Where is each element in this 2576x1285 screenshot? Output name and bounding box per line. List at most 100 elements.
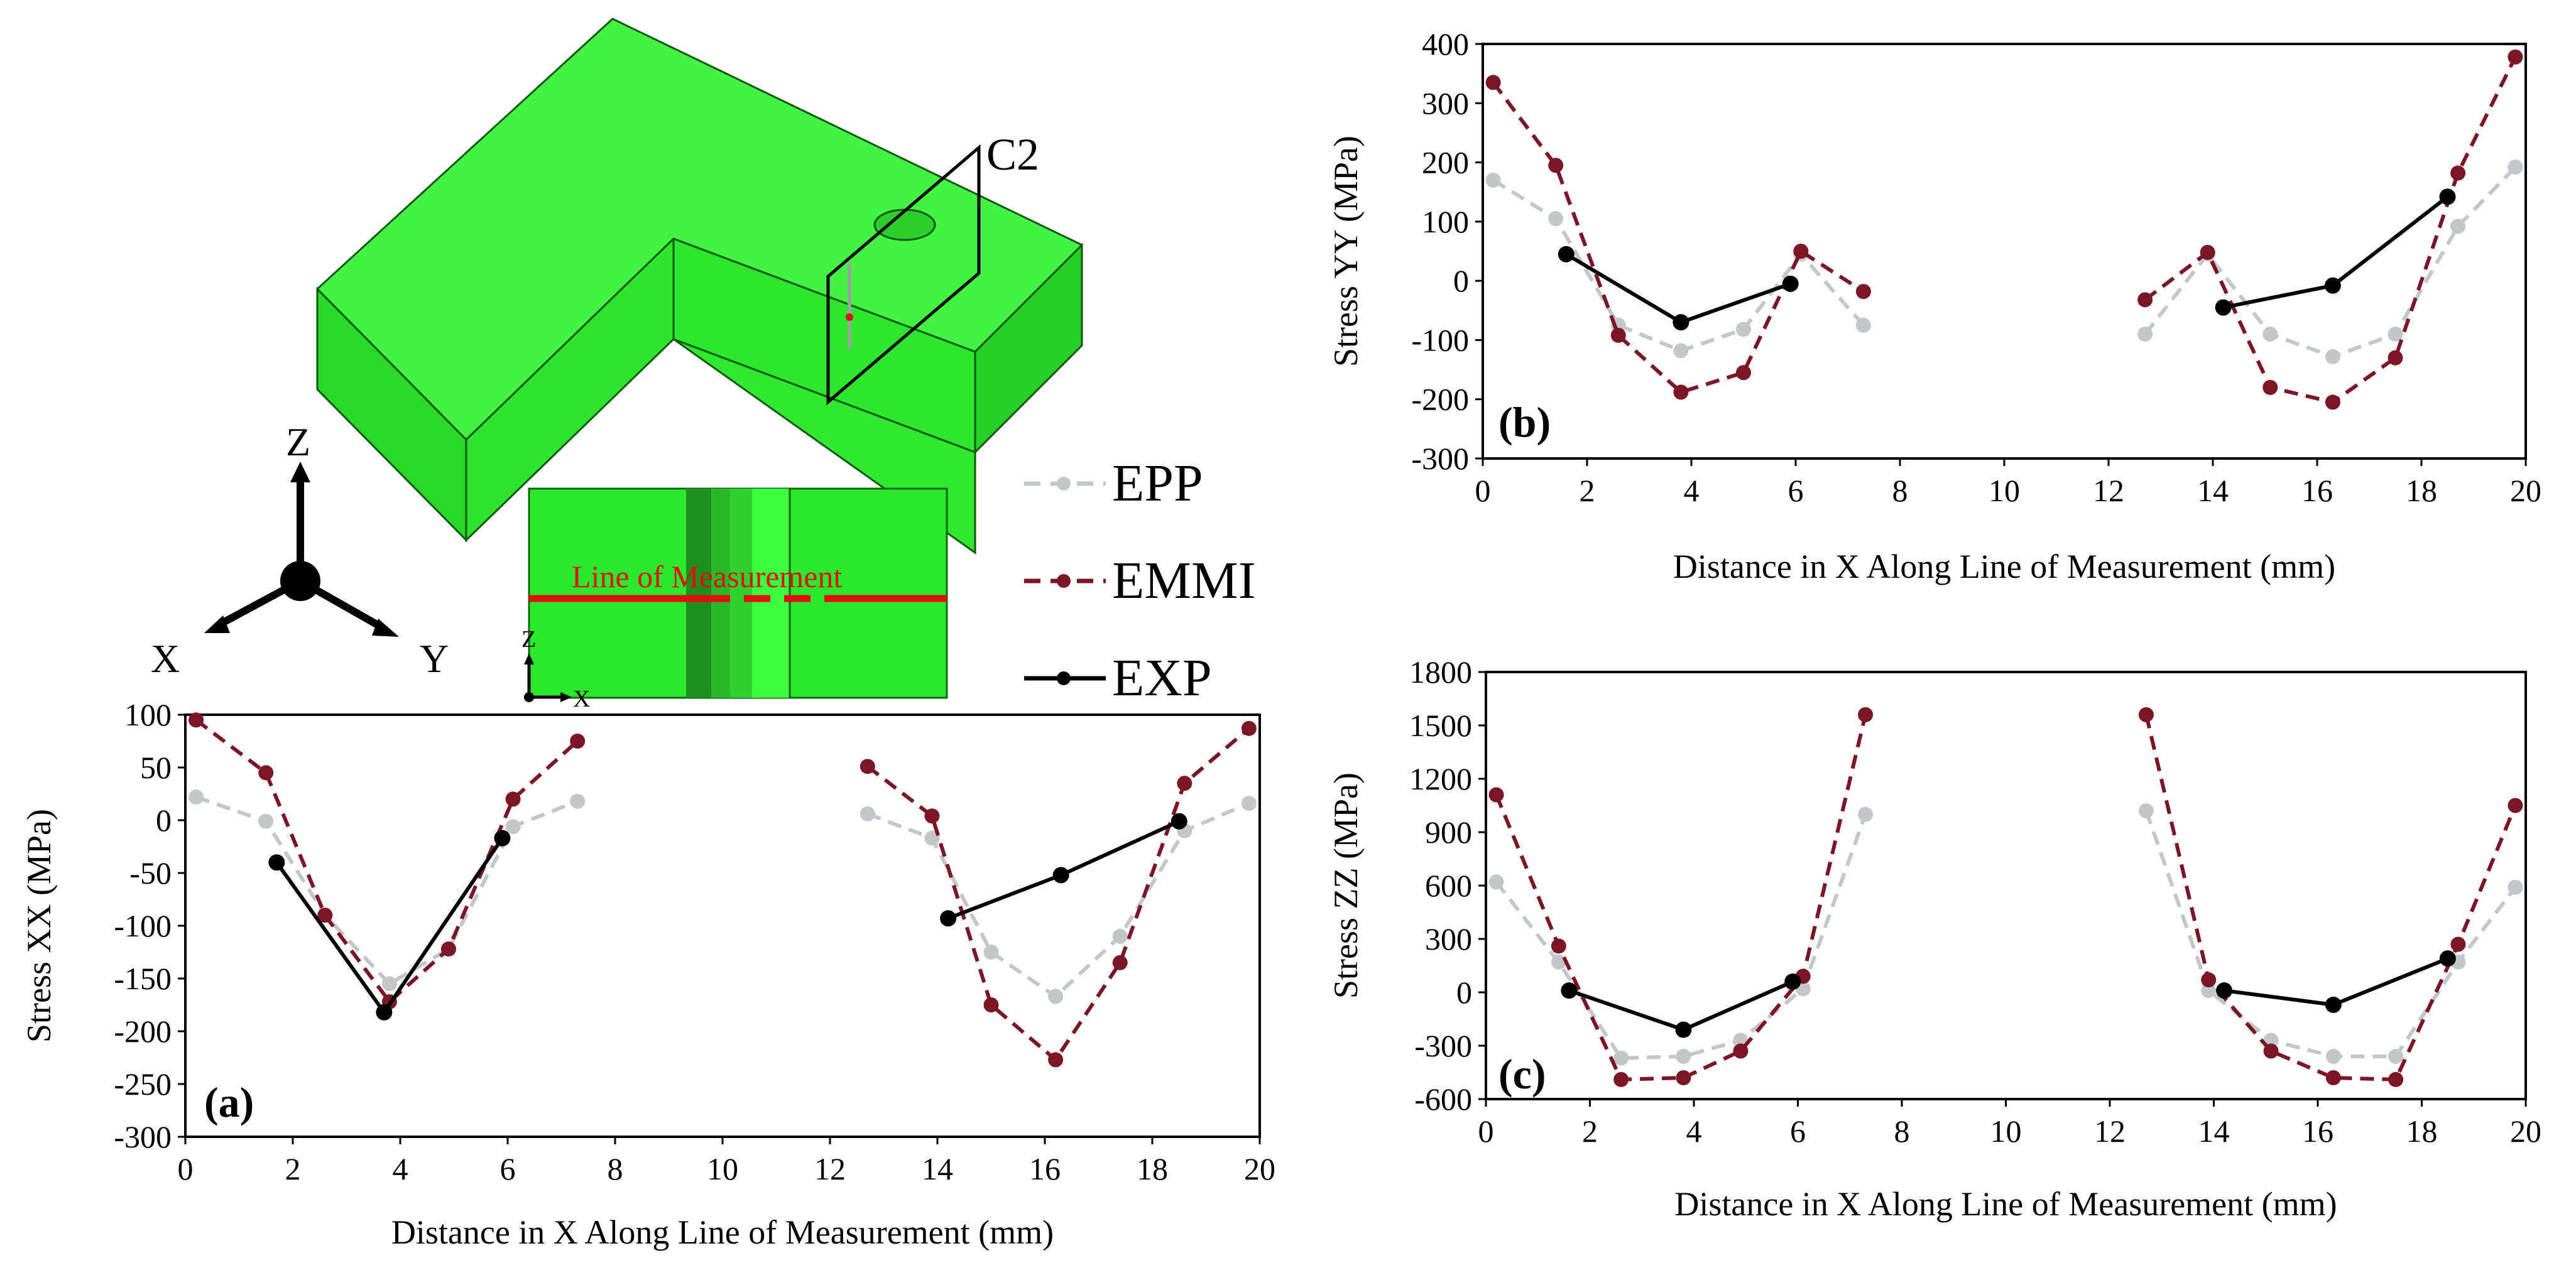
triad-origin — [280, 561, 320, 601]
y-axis-label: Stress ZZ (MPa) — [1327, 773, 1365, 999]
data-point-emmi — [2262, 379, 2278, 395]
data-point-emmi — [2325, 1070, 2341, 1085]
data-point-epp — [1112, 928, 1128, 944]
x-tick-label: 2 — [1580, 473, 1595, 508]
legend-item-epp: EPP — [1024, 454, 1203, 512]
x-tick-label: 10 — [1990, 1114, 2022, 1149]
data-point-emmi — [2138, 707, 2154, 722]
data-point-exp — [940, 910, 957, 927]
data-point-emmi — [983, 997, 999, 1012]
y-tick-label: 50 — [140, 750, 172, 785]
data-point-emmi — [1551, 938, 1566, 954]
data-point-exp — [494, 830, 511, 847]
data-point-emmi — [1855, 284, 1871, 300]
triad-label-z: Z — [286, 420, 310, 464]
panel-label: (a) — [204, 1078, 254, 1126]
chart-stress-zz: 0 2 4 6 8 10 12 14 16 18 201800150012009006003000-… — [1327, 654, 2541, 1223]
y-tick-label: -300 — [114, 1119, 172, 1154]
y-tick-label: -300 — [1414, 1028, 1472, 1063]
x-tick-label: 18 — [1137, 1151, 1168, 1186]
data-point-emmi — [2388, 1071, 2404, 1087]
data-point-emmi — [2200, 244, 2215, 260]
y-tick-label: 0 — [156, 803, 172, 838]
data-point-exp — [1052, 867, 1069, 884]
x-tick-label: 4 — [393, 1151, 408, 1186]
l-part-3d-model: C2 — [316, 18, 1083, 555]
legend-label-emmi: EMMI — [1112, 551, 1256, 610]
chart-stress-yy: 0 2 4 6 8 10 12 14 16 18 20 400 300 200 100 0 -100 -200 -3… — [1327, 26, 2541, 585]
x-tick-label: 6 — [500, 1151, 516, 1186]
y-tick-label: -250 — [114, 1066, 172, 1102]
data-point-epp — [505, 819, 521, 835]
series-line-epp — [1495, 813, 1867, 1060]
panel-label: (c) — [1498, 1050, 1546, 1098]
data-point-emmi — [258, 765, 274, 781]
data-point-epp — [1485, 172, 1501, 188]
data-point-epp — [1858, 806, 1874, 822]
data-point-epp — [2388, 1049, 2404, 1064]
y-tick-label: 1200 — [1409, 761, 1472, 796]
y-tick-label: 300 — [1422, 85, 1469, 121]
data-point-emmi — [2201, 972, 2217, 988]
data-point-emmi — [1676, 1070, 1691, 1085]
x-tick-label: 12 — [814, 1151, 846, 1186]
data-point-epp — [2325, 349, 2340, 364]
data-point-epp — [381, 976, 397, 992]
data-point-exp — [2324, 277, 2341, 294]
section-label: Line of Measurement — [572, 559, 843, 594]
x-tick-label: 2 — [285, 1151, 301, 1186]
data-point-emmi — [1613, 1071, 1629, 1087]
x-tick-label: 14 — [2197, 473, 2229, 508]
y-tick-label: 300 — [1425, 921, 1472, 957]
data-point-exp — [1561, 982, 1578, 999]
data-point-emmi — [1488, 787, 1504, 803]
part-top-face — [316, 18, 1083, 441]
data-point-epp — [2137, 327, 2153, 342]
y-tick-label: 1800 — [1409, 654, 1472, 690]
x-tick-label: 18 — [2406, 1114, 2438, 1149]
x-tick-label: 12 — [2094, 1114, 2126, 1149]
y-tick-label: 400 — [1422, 26, 1469, 62]
measurement-point-marker — [846, 313, 853, 321]
data-point-emmi — [2263, 1043, 2279, 1059]
section-view: Line of Measurement Z X — [521, 487, 948, 712]
y-tick-label: -50 — [129, 855, 172, 891]
data-point-exp — [2439, 188, 2456, 205]
data-point-epp — [2138, 803, 2154, 818]
x-tick-label: 14 — [2198, 1114, 2230, 1149]
data-point-emmi — [505, 791, 521, 807]
data-point-emmi — [1485, 75, 1501, 90]
data-point-emmi — [1610, 327, 1626, 343]
series-line-emmi — [866, 727, 1250, 1063]
panel-label: (b) — [1498, 398, 1551, 446]
data-point-emmi — [2450, 165, 2466, 181]
x-tick-label: 0 — [178, 1151, 194, 1186]
x-tick-label: 14 — [922, 1151, 953, 1186]
data-point-epp — [188, 789, 204, 805]
x-axis-label: Distance in X Along Line of Measurement … — [391, 1213, 1054, 1251]
data-point-exp — [376, 1004, 393, 1021]
data-point-epp — [1241, 796, 1257, 811]
data-point-epp — [1676, 1049, 1691, 1064]
legend-item-emmi: EMMI — [1024, 551, 1256, 610]
y-tick-label: -300 — [1411, 441, 1469, 476]
data-point-epp — [983, 945, 999, 960]
x-tick-label: 20 — [2510, 1114, 2541, 1149]
x-tick-label: 18 — [2406, 473, 2437, 508]
data-point-emmi — [1858, 707, 1874, 722]
triad-label-x: X — [151, 636, 180, 681]
data-point-emmi — [2388, 350, 2403, 366]
data-point-emmi — [317, 908, 333, 923]
x-tick-label: 8 — [1894, 1114, 1910, 1149]
data-point-epp — [1488, 874, 1504, 890]
plot-frame-b — [1482, 43, 2527, 460]
data-point-exp — [1782, 275, 1799, 292]
data-point-emmi — [1673, 384, 1689, 400]
y-tick-label: -100 — [114, 908, 172, 943]
data-point-emmi — [1736, 365, 1751, 381]
plot-frame-c — [1485, 671, 2527, 1100]
x-tick-label: 10 — [1989, 473, 2020, 508]
data-point-exp — [2439, 950, 2456, 967]
data-point-emmi — [2137, 292, 2153, 308]
data-point-emmi — [860, 759, 875, 774]
